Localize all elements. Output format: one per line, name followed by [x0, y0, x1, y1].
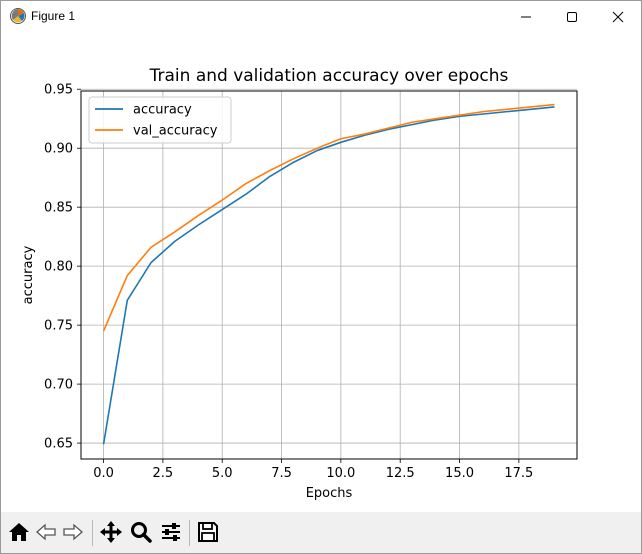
- configure-subplots-button[interactable]: [157, 518, 185, 546]
- series-line-val-accuracy: [102, 103, 555, 332]
- pan-move-icon: [100, 521, 122, 543]
- legend-label-val-accuracy: val_accuracy: [133, 124, 218, 139]
- x-tick-label: 5.0: [212, 466, 233, 481]
- save-button[interactable]: [194, 518, 222, 546]
- y-tick-label: 0.80: [44, 260, 73, 275]
- minimize-icon: [521, 16, 531, 17]
- title-bar[interactable]: Figure 1: [1, 1, 641, 32]
- y-tick-label: 0.95: [44, 83, 73, 98]
- minimize-button[interactable]: [503, 1, 549, 32]
- chart-title: Train and validation accuracy over epoch…: [149, 66, 509, 86]
- axis-ticks: 0.0 2.5 5.0 7.5 10.0 12.5 15.0 17.5 0.65 0.70 0.75…: [44, 83, 533, 481]
- y-tick-label: 0.85: [44, 201, 73, 216]
- forward-button[interactable]: [59, 518, 87, 546]
- forward-arrow-icon: [63, 523, 83, 541]
- legend-label-accuracy: accuracy: [133, 103, 192, 118]
- x-tick-label: 7.5: [271, 466, 292, 481]
- series-line-accuracy: [102, 106, 555, 445]
- y-tick-label: 0.65: [44, 437, 73, 452]
- toolbar-separator: [189, 520, 190, 546]
- x-tick-label: 12.5: [386, 466, 415, 481]
- back-button[interactable]: [32, 518, 60, 546]
- legend-box: [88, 96, 232, 144]
- toolbar-separator: [92, 520, 93, 546]
- x-tick-label: 0.0: [93, 466, 114, 481]
- close-icon: [612, 11, 624, 22]
- close-button[interactable]: [595, 1, 641, 32]
- axes-frame: [80, 90, 578, 460]
- matplotlib-figure-icon: [9, 7, 27, 25]
- pan-button[interactable]: [97, 518, 125, 546]
- x-axis-label: Epochs: [306, 486, 353, 501]
- x-tick-label: 2.5: [153, 466, 174, 481]
- line-chart[interactable]: 0.0 2.5 5.0 7.5 10.0 12.5 15.0 17.5 0.65 0.70 0.75…: [1, 32, 641, 512]
- x-tick-label: 17.5: [504, 466, 533, 481]
- y-tick-label: 0.75: [44, 319, 73, 334]
- save-floppy-icon: [198, 522, 218, 542]
- x-tick-label: 15.0: [445, 466, 474, 481]
- window-title: Figure 1: [31, 9, 76, 23]
- configure-subplots-icon: [162, 523, 180, 541]
- series-lines: [102, 103, 555, 445]
- y-tick-label: 0.70: [44, 378, 73, 393]
- grid-lines: [81, 88, 577, 459]
- zoom-button[interactable]: [127, 518, 155, 546]
- maximize-button[interactable]: [549, 1, 595, 32]
- home-icon: [9, 523, 29, 541]
- navigation-toolbar: [1, 512, 641, 553]
- y-tick-label: 0.90: [44, 142, 73, 157]
- home-button[interactable]: [5, 518, 33, 546]
- zoom-magnifier-icon: [131, 522, 152, 543]
- plot-area[interactable]: 0.0 2.5 5.0 7.5 10.0 12.5 15.0 17.5 0.65 0.70 0.75…: [1, 32, 641, 512]
- maximize-icon: [567, 11, 577, 22]
- legend: accuracy val_accuracy: [88, 96, 232, 144]
- y-axis-label: accuracy: [21, 245, 36, 304]
- x-tick-label: 10.0: [326, 466, 355, 481]
- back-arrow-icon: [36, 523, 56, 541]
